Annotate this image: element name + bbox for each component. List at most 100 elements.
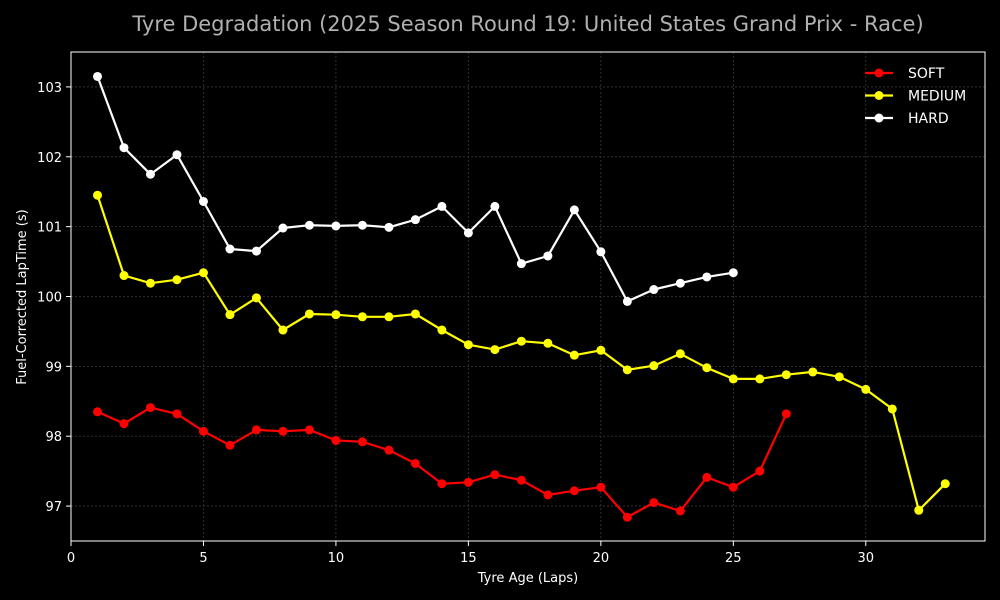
y-tick-label: 100 bbox=[37, 291, 62, 306]
data-point-soft bbox=[384, 445, 394, 455]
data-point-soft bbox=[410, 458, 420, 468]
x-tick-label: 30 bbox=[858, 551, 875, 566]
data-point-medium bbox=[649, 361, 659, 371]
data-point-medium bbox=[887, 404, 897, 414]
data-point-soft bbox=[781, 409, 791, 419]
data-point-medium bbox=[410, 309, 420, 319]
series-hard bbox=[92, 71, 738, 306]
y-tick-label: 101 bbox=[37, 221, 62, 236]
data-point-medium bbox=[172, 275, 182, 285]
y-tick-label: 99 bbox=[45, 360, 62, 375]
data-point-hard bbox=[490, 201, 500, 211]
data-point-soft bbox=[755, 466, 765, 476]
data-point-soft bbox=[622, 512, 632, 522]
data-point-soft bbox=[543, 490, 553, 500]
data-point-soft bbox=[198, 426, 208, 436]
data-point-soft bbox=[728, 482, 738, 492]
data-point-medium bbox=[490, 345, 500, 355]
data-point-soft bbox=[516, 475, 526, 485]
data-point-soft bbox=[225, 440, 235, 450]
data-point-hard bbox=[384, 222, 394, 232]
legend-item-medium: MEDIUM bbox=[865, 89, 966, 105]
y-tick-label: 97 bbox=[45, 500, 62, 515]
data-point-medium bbox=[92, 190, 102, 200]
data-point-hard bbox=[145, 169, 155, 179]
data-point-soft bbox=[145, 403, 155, 413]
data-point-medium bbox=[940, 479, 950, 489]
data-point-medium bbox=[357, 312, 367, 322]
data-point-hard bbox=[702, 272, 712, 282]
data-point-medium bbox=[596, 345, 606, 355]
y-tick-label: 103 bbox=[37, 81, 62, 96]
data-point-hard bbox=[172, 150, 182, 160]
data-point-soft bbox=[490, 470, 500, 480]
data-point-hard bbox=[357, 220, 367, 230]
legend-marker-medium bbox=[874, 91, 884, 100]
data-point-medium bbox=[543, 338, 553, 348]
legend-marker-hard bbox=[874, 113, 884, 123]
data-point-soft bbox=[92, 407, 102, 417]
data-point-hard bbox=[304, 220, 314, 230]
y-axis-ticks: 97 98 99 100 101 102 103 bbox=[37, 81, 71, 515]
data-point-hard bbox=[463, 228, 473, 238]
series-soft bbox=[92, 403, 791, 522]
data-point-hard bbox=[251, 246, 261, 256]
data-point-hard bbox=[728, 268, 738, 278]
legend: SOFT MEDIUM HARD bbox=[865, 66, 966, 127]
x-tick-label: 25 bbox=[725, 551, 742, 566]
data-point-hard bbox=[543, 251, 553, 261]
data-point-hard bbox=[331, 221, 341, 231]
y-axis-label: Fuel-Corrected LapTime (s) bbox=[15, 209, 30, 384]
data-point-medium bbox=[861, 384, 871, 394]
data-point-soft bbox=[119, 419, 129, 429]
data-point-hard bbox=[437, 201, 447, 211]
x-tick-label: 0 bbox=[67, 551, 75, 566]
data-point-hard bbox=[410, 215, 420, 225]
data-point-hard bbox=[569, 205, 579, 215]
data-point-medium bbox=[808, 367, 818, 377]
data-point-soft bbox=[649, 498, 659, 508]
data-point-hard bbox=[596, 247, 606, 257]
data-point-hard bbox=[278, 223, 288, 233]
data-point-soft bbox=[304, 425, 314, 435]
y-tick-label: 102 bbox=[37, 151, 62, 166]
legend-marker-soft bbox=[874, 68, 884, 78]
data-point-medium bbox=[198, 268, 208, 278]
data-point-soft bbox=[331, 435, 341, 445]
data-point-medium bbox=[728, 374, 738, 384]
data-point-soft bbox=[569, 486, 579, 496]
data-point-soft bbox=[437, 479, 447, 489]
series-line-medium bbox=[96, 194, 947, 512]
y-tick-label: 98 bbox=[45, 430, 62, 445]
data-point-medium bbox=[145, 278, 155, 288]
data-point-medium bbox=[516, 336, 526, 346]
x-tick-label: 20 bbox=[593, 551, 610, 566]
data-point-medium bbox=[225, 310, 235, 320]
x-tick-label: 10 bbox=[328, 551, 345, 566]
data-point-soft bbox=[251, 425, 261, 435]
grid bbox=[71, 52, 985, 541]
legend-label-hard: HARD bbox=[908, 111, 949, 127]
data-point-medium bbox=[251, 293, 261, 303]
data-point-medium bbox=[622, 365, 632, 375]
data-point-medium bbox=[569, 350, 579, 360]
series-layer bbox=[92, 71, 950, 522]
data-point-soft bbox=[172, 409, 182, 419]
x-tick-label: 5 bbox=[199, 551, 207, 566]
data-point-medium bbox=[437, 325, 447, 335]
legend-item-soft: SOFT bbox=[865, 66, 945, 82]
data-point-hard bbox=[225, 244, 235, 254]
data-point-medium bbox=[781, 370, 791, 380]
data-point-medium bbox=[702, 363, 712, 373]
data-point-soft bbox=[278, 426, 288, 436]
data-point-soft bbox=[357, 437, 367, 447]
data-point-hard bbox=[649, 285, 659, 295]
legend-item-hard: HARD bbox=[865, 111, 949, 127]
data-point-medium bbox=[278, 325, 288, 335]
data-point-soft bbox=[675, 506, 685, 516]
data-point-medium bbox=[331, 310, 341, 320]
data-point-medium bbox=[914, 505, 924, 515]
data-point-hard bbox=[119, 143, 129, 153]
data-point-medium bbox=[384, 312, 394, 322]
series-medium bbox=[92, 190, 950, 515]
